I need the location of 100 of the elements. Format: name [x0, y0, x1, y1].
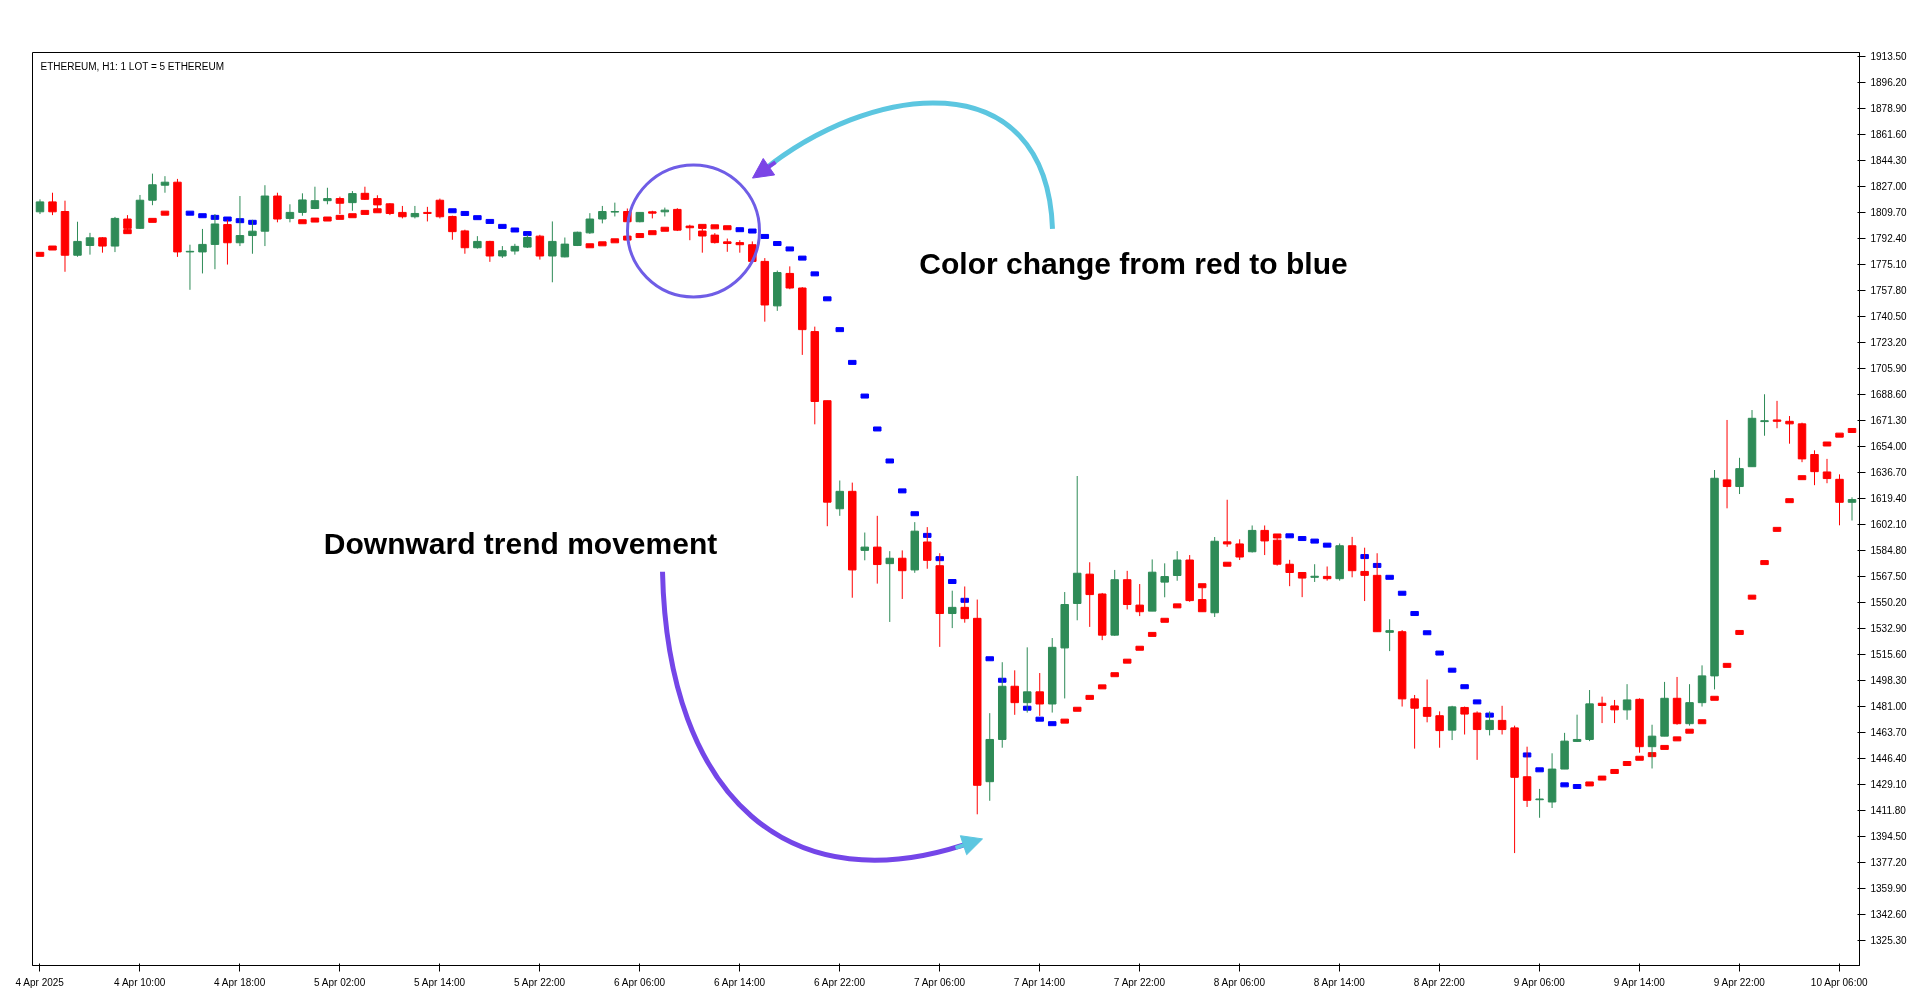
candlestick [835, 480, 845, 517]
candlestick [510, 243, 520, 256]
y-tick-label: 1498.30 [1870, 675, 1908, 687]
y-tick-label: 1740.50 [1870, 311, 1908, 323]
x-tick-label: 8 Apr 22:00 [1413, 976, 1466, 988]
candlestick [960, 585, 969, 624]
y-tick-label: 1896.20 [1870, 77, 1908, 89]
candlestick [1410, 694, 1419, 750]
candlestick [448, 215, 457, 241]
candlestick [1622, 683, 1632, 721]
y-tick-label: 1827.00 [1870, 181, 1908, 193]
candlestick [548, 220, 557, 283]
x-tick-label: 7 Apr 06:00 [913, 976, 966, 988]
y-tick-label: 1550.20 [1870, 597, 1908, 609]
candlestick [1160, 562, 1169, 598]
candlestick [1485, 710, 1494, 736]
y-tick-label: 1913.50 [1870, 51, 1908, 63]
y-tick-label: 1567.50 [1870, 571, 1908, 583]
text: ETHEREUM, H1: 1 LOT = 5 ETHEREUM [40, 60, 224, 72]
y-tick-label: 1671.30 [1870, 415, 1908, 427]
candlestick [1685, 683, 1694, 727]
candlestick [1847, 496, 1857, 521]
candlestick [460, 229, 470, 255]
y-tick-label: 1411.80 [1870, 805, 1907, 817]
candlestick [1497, 705, 1507, 736]
candlestick [1722, 419, 1732, 509]
candlestick [298, 192, 307, 217]
candlestick [1760, 393, 1769, 437]
x-tick-label: 4 Apr 2025 [15, 976, 65, 988]
y-tick-label: 1688.60 [1870, 389, 1908, 401]
x-tick-label: 6 Apr 14:00 [713, 976, 766, 988]
annotation: Downward trend movement [323, 527, 718, 561]
candlestick [923, 526, 932, 570]
x-tick-label: 9 Apr 06:00 [1513, 976, 1566, 988]
y-tick-label: 1809.70 [1870, 207, 1908, 219]
candlestick [885, 550, 895, 623]
candlestick [1172, 550, 1182, 582]
y-tick-label: 1325.30 [1870, 935, 1908, 947]
y-tick-label: 1705.90 [1870, 363, 1908, 375]
candlestick [1235, 538, 1244, 561]
candlestick [860, 532, 870, 561]
y-tick-label: 1377.20 [1870, 857, 1908, 869]
x-tick-label: 5 Apr 22:00 [514, 976, 566, 988]
candlestick [585, 212, 595, 235]
y-tick-label: 1636.70 [1870, 467, 1908, 479]
y-tick-label: 1532.90 [1870, 623, 1908, 635]
candlestick [873, 515, 882, 585]
candlestick [48, 192, 57, 216]
candlestick [160, 175, 170, 194]
candlestick [898, 549, 907, 600]
candlestick [1535, 788, 1544, 819]
y-tick-label: 1394.50 [1870, 831, 1908, 843]
x-tick-label: 4 Apr 18:00 [214, 976, 266, 988]
candlestick [1085, 561, 1094, 628]
x-tick-label: 5 Apr 14:00 [414, 976, 466, 988]
candlestick [73, 221, 82, 258]
candlestick [348, 190, 357, 212]
x-tick-label: 8 Apr 06:00 [1213, 976, 1266, 988]
candlestick [1735, 457, 1744, 495]
candlestick [1572, 714, 1582, 743]
candlestick [223, 219, 232, 266]
candlestick [248, 219, 257, 255]
candlestick [360, 186, 370, 201]
y-tick-label: 1775.10 [1870, 259, 1908, 271]
candlestick [1022, 646, 1032, 714]
candlestick [1322, 565, 1332, 582]
candlestick [1460, 706, 1469, 736]
candlestick [198, 228, 207, 274]
y-tick-label: 1429.10 [1870, 779, 1908, 791]
y-tick-label: 1723.20 [1870, 337, 1908, 349]
y-tick-label: 1619.40 [1870, 493, 1908, 505]
x-tick-label: 5 Apr 02:00 [314, 976, 366, 988]
candlestick [698, 228, 707, 254]
y-tick-label: 1481.00 [1870, 701, 1908, 713]
y-tick-label: 1861.60 [1870, 129, 1908, 141]
candlestick [1810, 449, 1819, 486]
x-tick-label: 6 Apr 22:00 [813, 976, 866, 988]
candlestick [1135, 583, 1144, 617]
y-tick-label: 1515.60 [1870, 649, 1908, 661]
x-tick-label: 9 Apr 22:00 [1713, 976, 1766, 988]
x-tick-label: 6 Apr 06:00 [613, 976, 666, 988]
x-tick-label: 9 Apr 14:00 [1613, 976, 1666, 988]
candlestick [285, 203, 295, 223]
annotation: Color change from red to blue [919, 247, 1348, 281]
y-tick-label: 1584.80 [1870, 545, 1908, 557]
x-tick-label: 7 Apr 22:00 [1113, 976, 1166, 988]
candlestick [560, 237, 570, 258]
x-tick-label: 7 Apr 14:00 [1013, 976, 1066, 988]
candlestick [1035, 672, 1044, 717]
y-tick-label: 1878.90 [1870, 103, 1908, 115]
candlestick [1360, 547, 1369, 602]
y-tick-label: 1342.60 [1870, 909, 1908, 921]
candlestick [273, 192, 282, 223]
candlestick [1772, 400, 1782, 429]
candlestick [1785, 415, 1794, 445]
candlestick [1010, 669, 1019, 716]
candlestick [948, 590, 957, 629]
candlestick [1422, 679, 1432, 723]
candlestick [435, 198, 445, 219]
x-tick-label: 8 Apr 14:00 [1313, 976, 1366, 988]
